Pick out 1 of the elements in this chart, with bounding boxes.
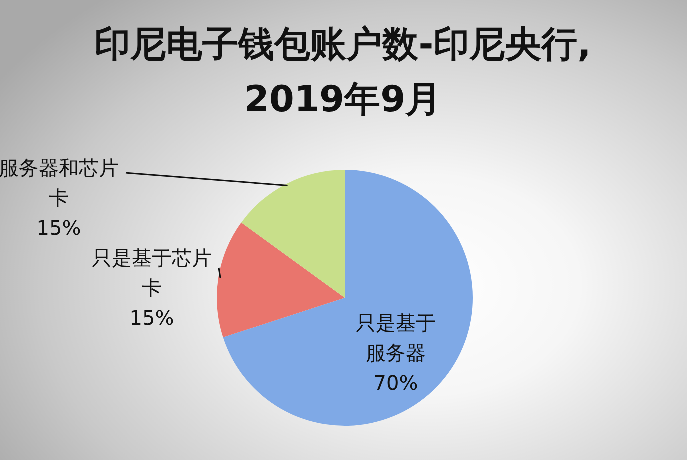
title: 印尼电子钱包账户数-印尼央行, 2019年9月 [94,24,592,120]
